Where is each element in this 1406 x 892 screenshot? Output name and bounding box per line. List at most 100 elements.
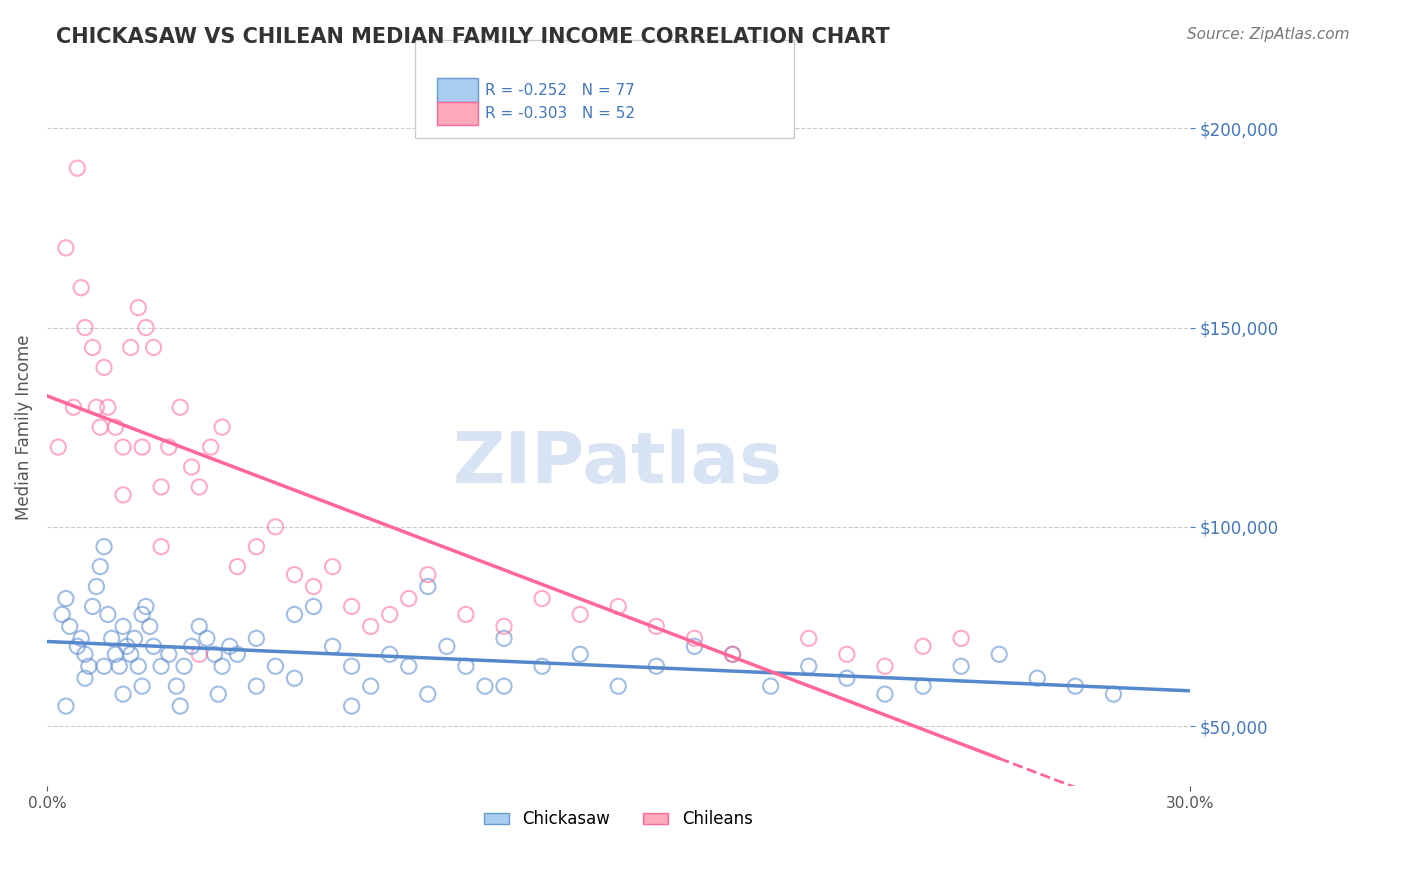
Text: R = -0.303   N = 52: R = -0.303 N = 52 bbox=[485, 106, 636, 120]
Point bbox=[873, 687, 896, 701]
Point bbox=[759, 679, 782, 693]
Point bbox=[157, 648, 180, 662]
Point bbox=[188, 619, 211, 633]
Point bbox=[131, 607, 153, 622]
Point bbox=[1026, 671, 1049, 685]
Point bbox=[93, 360, 115, 375]
Point bbox=[93, 540, 115, 554]
Point bbox=[1064, 679, 1087, 693]
Point bbox=[77, 659, 100, 673]
Point bbox=[124, 632, 146, 646]
Point bbox=[89, 420, 111, 434]
Point bbox=[139, 619, 162, 633]
Point bbox=[150, 480, 173, 494]
Point bbox=[245, 632, 267, 646]
Point bbox=[59, 619, 82, 633]
Point bbox=[302, 580, 325, 594]
Point bbox=[120, 648, 142, 662]
Point bbox=[169, 401, 191, 415]
Point bbox=[135, 599, 157, 614]
Point bbox=[218, 640, 240, 654]
Point bbox=[112, 488, 135, 502]
Point bbox=[683, 640, 706, 654]
Point bbox=[73, 320, 96, 334]
Point bbox=[607, 679, 630, 693]
Point bbox=[416, 687, 439, 701]
Point bbox=[416, 580, 439, 594]
Point bbox=[683, 632, 706, 646]
Point bbox=[142, 341, 165, 355]
Point bbox=[150, 540, 173, 554]
Point bbox=[180, 460, 202, 475]
Point bbox=[51, 607, 73, 622]
Point bbox=[322, 640, 344, 654]
Point bbox=[70, 281, 93, 295]
Point bbox=[398, 591, 420, 606]
Point bbox=[55, 699, 77, 714]
Point bbox=[112, 619, 135, 633]
Point bbox=[150, 659, 173, 673]
Point bbox=[104, 420, 127, 434]
Point bbox=[454, 607, 477, 622]
Point bbox=[204, 648, 226, 662]
Point bbox=[200, 440, 222, 454]
Point bbox=[873, 659, 896, 673]
Point bbox=[569, 607, 592, 622]
Point bbox=[55, 591, 77, 606]
Text: CHICKASAW VS CHILEAN MEDIAN FAMILY INCOME CORRELATION CHART: CHICKASAW VS CHILEAN MEDIAN FAMILY INCOM… bbox=[56, 27, 890, 46]
Point bbox=[264, 659, 287, 673]
Point bbox=[436, 640, 458, 654]
Point bbox=[157, 440, 180, 454]
Point bbox=[70, 632, 93, 646]
Point bbox=[835, 671, 858, 685]
Point bbox=[911, 640, 934, 654]
Point bbox=[195, 632, 218, 646]
Point bbox=[112, 687, 135, 701]
Point bbox=[120, 341, 142, 355]
Point bbox=[835, 648, 858, 662]
Point bbox=[127, 301, 149, 315]
Point bbox=[531, 591, 554, 606]
Point bbox=[226, 648, 249, 662]
Point bbox=[302, 599, 325, 614]
Y-axis label: Median Family Income: Median Family Income bbox=[15, 334, 32, 520]
Point bbox=[474, 679, 496, 693]
Point bbox=[911, 679, 934, 693]
Point bbox=[226, 559, 249, 574]
Point bbox=[86, 401, 108, 415]
Point bbox=[100, 632, 122, 646]
Point bbox=[264, 520, 287, 534]
Point bbox=[360, 619, 382, 633]
Point bbox=[89, 559, 111, 574]
Point bbox=[97, 607, 120, 622]
Point bbox=[46, 440, 69, 454]
Point bbox=[360, 679, 382, 693]
Point bbox=[398, 659, 420, 673]
Point bbox=[721, 648, 744, 662]
Point bbox=[188, 648, 211, 662]
Point bbox=[721, 648, 744, 662]
Point bbox=[245, 540, 267, 554]
Point bbox=[55, 241, 77, 255]
Point bbox=[797, 632, 820, 646]
Point bbox=[82, 341, 104, 355]
Point bbox=[607, 599, 630, 614]
Point bbox=[1102, 687, 1125, 701]
Point bbox=[283, 567, 305, 582]
Point bbox=[127, 659, 149, 673]
Point bbox=[245, 679, 267, 693]
Point bbox=[322, 559, 344, 574]
Point bbox=[66, 161, 89, 175]
Point bbox=[108, 659, 131, 673]
Point bbox=[340, 699, 363, 714]
Point bbox=[569, 648, 592, 662]
Point bbox=[211, 659, 233, 673]
Point bbox=[211, 420, 233, 434]
Point bbox=[492, 632, 515, 646]
Point bbox=[86, 580, 108, 594]
Point bbox=[169, 699, 191, 714]
Point bbox=[93, 659, 115, 673]
Point bbox=[340, 599, 363, 614]
Point bbox=[645, 619, 668, 633]
Point bbox=[283, 671, 305, 685]
